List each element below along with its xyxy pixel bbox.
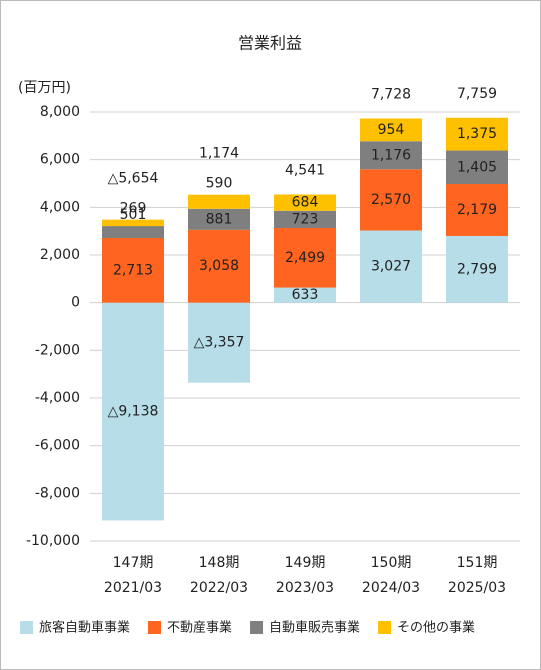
legend-swatch bbox=[148, 621, 162, 634]
y-tick-label: -4,000 bbox=[35, 390, 80, 406]
value-label: 3,058 bbox=[199, 258, 239, 274]
value-label: 1,176 bbox=[371, 147, 411, 163]
bar-segment bbox=[360, 118, 422, 142]
bar-segment bbox=[446, 150, 508, 185]
y-tick-label: -2,000 bbox=[35, 342, 80, 358]
bar-segment bbox=[446, 184, 508, 236]
legend-label: 旅客自動車事業 bbox=[39, 620, 130, 636]
value-label: 269 bbox=[120, 201, 147, 217]
x-tick-label: 149期 bbox=[285, 555, 326, 571]
y-axis-label: (百万円) bbox=[18, 80, 71, 96]
total-label: 1,174 bbox=[199, 146, 239, 162]
total-label: 7,759 bbox=[457, 86, 497, 102]
x-tick-label: 151期 bbox=[457, 555, 498, 571]
value-label: 2,499 bbox=[285, 250, 325, 266]
value-label: 2,179 bbox=[457, 202, 497, 218]
bar-segment bbox=[188, 194, 250, 209]
bar-segment bbox=[102, 302, 164, 521]
bar-segment bbox=[446, 117, 508, 151]
bar-segment bbox=[360, 169, 422, 231]
y-tick-label: 4,000 bbox=[40, 199, 80, 215]
total-label: △5,654 bbox=[108, 171, 159, 187]
bar-segment bbox=[274, 287, 336, 303]
value-label: 3,027 bbox=[371, 259, 411, 275]
chart-title: 営業利益 bbox=[238, 34, 302, 53]
y-tick-label: 8,000 bbox=[40, 104, 80, 120]
x-tick-sublabel: 2025/03 bbox=[448, 580, 506, 596]
value-label: 590 bbox=[206, 176, 233, 192]
bar-segment bbox=[360, 141, 422, 170]
y-tick-label: 2,000 bbox=[40, 247, 80, 263]
x-tick-sublabel: 2024/03 bbox=[362, 580, 420, 596]
value-label: 1,405 bbox=[457, 159, 497, 175]
bar-segment bbox=[188, 229, 250, 303]
bar-segment bbox=[188, 208, 250, 230]
value-label: 2,713 bbox=[113, 262, 153, 278]
legend-swatch bbox=[250, 621, 264, 634]
legend-swatch bbox=[20, 621, 33, 634]
x-tick-sublabel: 2021/03 bbox=[104, 580, 162, 596]
value-label: 633 bbox=[292, 287, 319, 303]
value-label: 501 bbox=[120, 207, 147, 223]
total-label: 7,728 bbox=[371, 87, 411, 103]
bar-segment bbox=[274, 210, 336, 229]
value-label: 2,570 bbox=[371, 192, 411, 208]
bar-segment bbox=[102, 219, 164, 227]
x-tick-sublabel: 2023/03 bbox=[276, 580, 334, 596]
value-label: 954 bbox=[378, 122, 405, 138]
y-tick-label: 6,000 bbox=[40, 152, 80, 168]
bar-segment bbox=[274, 228, 336, 288]
legend-label: 不動産事業 bbox=[167, 620, 232, 636]
value-label: △9,138 bbox=[108, 404, 159, 420]
legend-label: その他の事業 bbox=[397, 620, 475, 636]
y-tick-label: -8,000 bbox=[35, 485, 80, 501]
bar-segment bbox=[102, 226, 164, 239]
x-tick-label: 147期 bbox=[113, 555, 154, 571]
value-label: 2,799 bbox=[457, 261, 497, 277]
bar-segment bbox=[102, 238, 164, 303]
legend-swatch bbox=[378, 621, 392, 634]
bar-segment bbox=[360, 230, 422, 303]
value-label: 881 bbox=[206, 211, 233, 227]
bar-segment bbox=[446, 235, 508, 303]
y-tick-label: -10,000 bbox=[26, 533, 80, 549]
value-label: 684 bbox=[292, 195, 319, 211]
y-tick-label: 0 bbox=[71, 295, 80, 311]
value-label: △3,357 bbox=[194, 335, 245, 351]
total-label: 4,541 bbox=[285, 162, 325, 178]
y-tick-label: -6,000 bbox=[35, 438, 80, 454]
bar-segment bbox=[188, 302, 250, 383]
legend-label: 自動車販売事業 bbox=[269, 620, 360, 636]
value-label: 1,375 bbox=[457, 126, 497, 142]
value-label: 723 bbox=[292, 211, 319, 227]
x-tick-label: 150期 bbox=[371, 555, 412, 571]
x-tick-sublabel: 2022/03 bbox=[190, 580, 248, 596]
bar-segment bbox=[274, 194, 336, 211]
x-tick-label: 148期 bbox=[199, 555, 240, 571]
